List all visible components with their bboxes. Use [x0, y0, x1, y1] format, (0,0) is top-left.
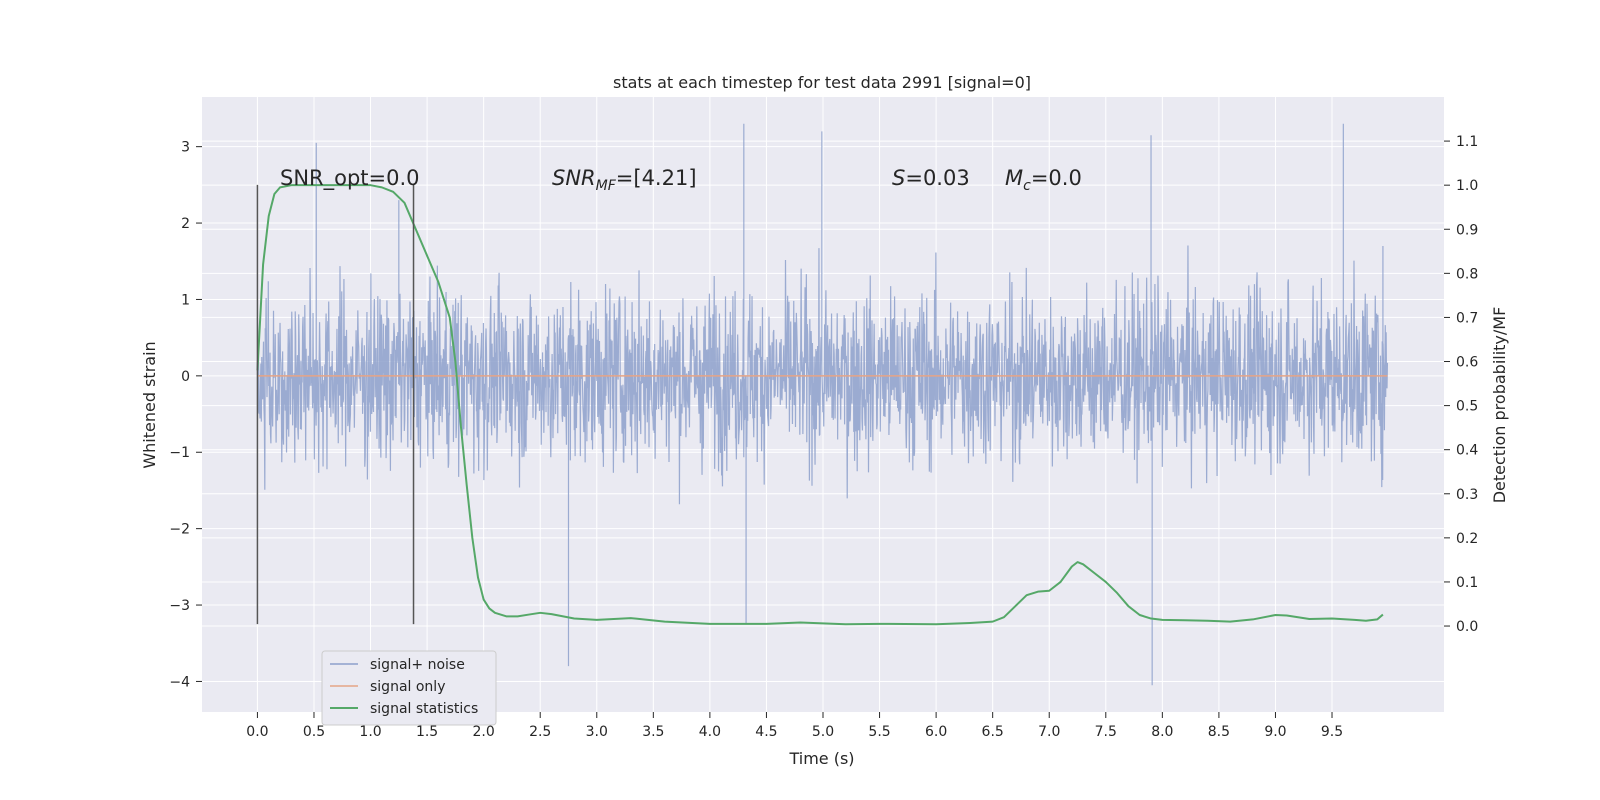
legend-box [321, 650, 497, 726]
y2-tick-label-10: 0.1 [1456, 575, 1478, 591]
series-signal-statistics [256, 184, 1384, 626]
y-tick-label-6: −3 [169, 598, 190, 614]
y-tick-label-5: −2 [169, 522, 190, 538]
annotation-mc-label: M [1005, 166, 1023, 190]
y2-tick-label-0: 1.1 [1456, 134, 1478, 150]
y-tick-label-7: −4 [169, 674, 190, 690]
annotation-snr-mf: SNRMF=[4.21] [552, 166, 697, 194]
x-tick-label-18: 9.0 [1264, 724, 1286, 740]
y2-tick-label-7: 0.4 [1456, 443, 1478, 459]
y2-tick-label-9: 0.2 [1456, 531, 1478, 547]
y2-tick-label-2: 0.9 [1456, 222, 1478, 238]
y2-tick-label-6: 0.5 [1456, 399, 1478, 415]
x-tick-label-5: 2.5 [529, 724, 551, 740]
series-signal-noise [256, 123, 1389, 686]
annotation-snr-opt: SNR_opt=0.0 [280, 166, 420, 191]
y2-tick-label-8: 0.3 [1456, 487, 1478, 503]
x-tick-label-0: 0.0 [246, 724, 268, 740]
x-tick-label-2: 1.0 [359, 724, 381, 740]
y2-tick-label-1: 1.0 [1456, 178, 1478, 194]
y2-axis-ticks: 1.1 1.0 0.9 0.8 0.7 0.6 0.5 0.4 0.3 0.2 0.1 0.0 [1444, 134, 1478, 635]
x-tick-label-9: 4.5 [755, 724, 777, 740]
annotation-s: S=0.03 [892, 166, 970, 190]
y2-tick-label-5: 0.6 [1456, 355, 1478, 371]
x-tick-label-17: 8.5 [1208, 724, 1230, 740]
y-tick-label-4: −1 [169, 445, 190, 461]
annotation-snr-mf-label: SNR [552, 166, 596, 190]
x-tick-label-1: 0.5 [303, 724, 325, 740]
legend: signal+ noise signal only signal statist… [321, 650, 497, 726]
y-tick-label-1: 2 [181, 216, 190, 232]
y2-tick-label-3: 0.8 [1456, 266, 1478, 282]
legend-label-signal-noise: signal+ noise [370, 657, 465, 673]
x-tick-label-12: 6.0 [925, 724, 947, 740]
annotation-s-label: S [892, 166, 905, 190]
legend-label-signal-only: signal only [370, 679, 445, 695]
x-axis-label: Time (s) [788, 749, 854, 768]
y2-tick-label-11: 0.0 [1456, 619, 1478, 635]
x-tick-label-13: 6.5 [982, 724, 1004, 740]
annotation-snr-mf-value: =[4.21] [616, 166, 697, 190]
annotation-mc-sub: c [1023, 178, 1031, 194]
annotation-mc: Mc=0.0 [1005, 166, 1082, 194]
x-axis-ticks: 0.0 0.5 1.0 1.5 2.0 2.5 3.0 3.5 4.0 4.5 5.0 5.5 6.0 6… [246, 712, 1343, 740]
y-tick-label-0: 3 [181, 140, 190, 156]
y2-axis-label: Detection probability/MF [1490, 307, 1509, 504]
x-tick-label-11: 5.5 [868, 724, 890, 740]
annotation-s-value: =0.03 [905, 166, 969, 190]
x-tick-label-6: 3.0 [586, 724, 608, 740]
y2-tick-label-4: 0.7 [1456, 310, 1478, 326]
x-tick-label-19: 9.5 [1321, 724, 1343, 740]
annotation-mc-value: =0.0 [1031, 166, 1082, 190]
x-tick-label-15: 7.5 [1095, 724, 1117, 740]
annotation-snr-mf-sub: MF [596, 178, 617, 194]
y-tick-label-2: 1 [181, 292, 190, 308]
x-tick-label-10: 5.0 [812, 724, 834, 740]
x-tick-label-16: 8.0 [1151, 724, 1173, 740]
signal-statistics-line [256, 184, 1384, 626]
noise-trace [256, 123, 1389, 686]
legend-label-signal-statistics: signal statistics [370, 701, 478, 717]
x-tick-label-4: 2.0 [473, 724, 495, 740]
x-tick-label-8: 4.0 [699, 724, 721, 740]
y-axis-ticks: 3 2 1 0 −1 −2 −3 −4 [169, 140, 202, 690]
vertical-markers [256, 184, 415, 625]
chart-title: stats at each timestep for test data 299… [613, 73, 1031, 92]
y-tick-label-3: 0 [181, 369, 190, 385]
x-tick-label-7: 3.5 [642, 724, 664, 740]
y-axis-label: Whitened strain [140, 341, 159, 468]
x-tick-label-3: 1.5 [416, 724, 438, 740]
x-tick-label-14: 7.0 [1038, 724, 1060, 740]
